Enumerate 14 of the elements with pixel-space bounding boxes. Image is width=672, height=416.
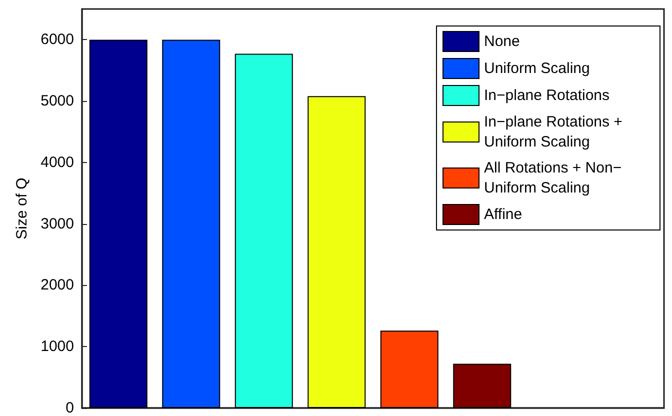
y-axis-title: Size of Q xyxy=(14,178,31,240)
legend-label: Affine xyxy=(484,206,522,223)
y-tick-label: 2000 xyxy=(40,276,74,294)
y-tick-label: 5000 xyxy=(40,92,74,110)
legend-label: In−plane Rotations xyxy=(484,87,610,104)
legend-label: Uniform Scaling xyxy=(484,60,590,77)
y-tick-label: 0 xyxy=(66,400,74,416)
y-tick-label: 6000 xyxy=(40,31,74,48)
legend-label: None xyxy=(484,33,520,50)
y-tick-label: 3000 xyxy=(40,215,74,232)
y-tick-label: 1000 xyxy=(40,338,74,356)
y-tick-label: 4000 xyxy=(40,154,74,171)
legend-label: All Rotations + Non−Uniform Scaling xyxy=(484,160,622,196)
legend-label: In−plane Rotations + Uniform Scaling xyxy=(484,114,627,150)
